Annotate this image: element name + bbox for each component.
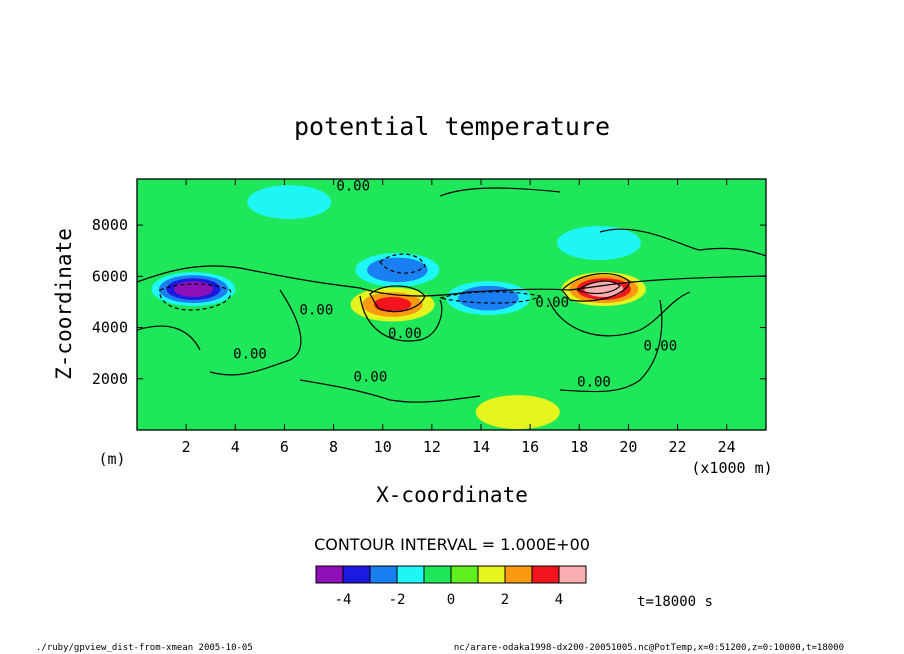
zero-contour <box>599 228 766 257</box>
footer-right: nc/arare-odaka1998-dx200-20051005.nc@Pot… <box>454 643 844 653</box>
colorbar-swatch <box>396 565 425 584</box>
x-tick-label: 12 <box>423 438 441 456</box>
contour-labels: 0.00 0.00 0.00 0.00 0.00 0.00 0.00 0.00 <box>233 179 677 391</box>
x-tick-label: 2 <box>182 438 191 456</box>
colorbar-tick-label: 0 <box>447 592 455 608</box>
colorbar-swatch <box>369 565 398 584</box>
zero-contour <box>137 265 766 297</box>
x-tick-label: 16 <box>521 438 539 456</box>
contour-label: 0.00 <box>354 369 388 385</box>
colorbar: -4 -2 0 2 4 <box>315 565 587 608</box>
colorbar-tick-label: -2 <box>389 592 406 608</box>
colorbar-swatch <box>504 565 533 584</box>
contour-label: 0.00 <box>233 346 267 362</box>
contour-fill-region <box>573 232 625 254</box>
contour-interval-text: CONTOUR INTERVAL = 1.000E+00 <box>314 535 590 554</box>
contour-fills <box>151 185 646 430</box>
zero-contour <box>209 289 302 376</box>
zero-contour <box>137 325 201 351</box>
negative-contour <box>379 253 426 274</box>
contour-fill-region <box>378 262 417 278</box>
positive-contour <box>369 285 426 313</box>
colorbar-swatch <box>342 565 371 584</box>
zero-contour <box>299 379 481 403</box>
x-tick-label: 22 <box>669 438 687 456</box>
y-unit-label: (m) <box>98 450 125 468</box>
contour-fill-region <box>373 296 412 313</box>
contour-label: 0.00 <box>643 339 677 355</box>
contour-label: 0.00 <box>300 303 334 319</box>
contour-fill-region <box>492 401 544 423</box>
y-axis: 2000 4000 6000 8000 <box>92 216 766 388</box>
x-axis-label: X-coordinate <box>376 483 528 507</box>
zero-contour <box>359 295 443 342</box>
colorbar-swatch <box>315 565 344 584</box>
contour-fill-region <box>263 191 316 213</box>
x-tick-label: 8 <box>329 438 338 456</box>
x-tick-label: 10 <box>374 438 392 456</box>
footer-left: ./ruby/gpview_dist-from-xmean 2005-10-05 <box>36 643 253 653</box>
y-tick-label: 4000 <box>92 319 128 337</box>
plot-area: 0.00 0.00 0.00 0.00 0.00 0.00 0.00 0.00 <box>137 179 766 430</box>
x-tick-label: 24 <box>718 438 736 456</box>
contour-lines <box>137 187 766 403</box>
colorbar-swatch <box>423 565 452 584</box>
x-tick-label: 20 <box>619 438 637 456</box>
colorbar-swatch <box>450 565 479 584</box>
zero-contour <box>439 187 561 197</box>
y-axis-label: Z-coordinate <box>52 228 76 380</box>
colorbar-swatch <box>531 565 560 584</box>
colorbar-tick-label: 4 <box>555 592 563 608</box>
x-tick-label: 14 <box>472 438 490 456</box>
x-unit-label: (x1000 m) <box>691 459 772 477</box>
contour-label: 0.00 <box>388 326 422 342</box>
colorbar-swatch <box>558 565 587 584</box>
time-label: t=18000 s <box>637 594 713 610</box>
contour-label: 0.00 <box>535 295 569 311</box>
x-tick-label: 4 <box>231 438 240 456</box>
contour-label: 0.00 <box>336 179 370 195</box>
zero-contour <box>559 299 663 393</box>
negative-contour <box>159 283 232 311</box>
contour-label: 0.00 <box>577 375 611 391</box>
colorbar-swatch <box>477 565 506 584</box>
positive-contour <box>576 280 621 295</box>
x-axis: 2 4 6 8 10 12 14 16 18 20 22 24 <box>182 179 736 456</box>
contour-fill-region <box>469 290 508 306</box>
chart-title: potential temperature <box>294 112 610 141</box>
negative-contour <box>439 291 542 304</box>
positive-contour <box>561 272 631 302</box>
x-tick-label: 6 <box>280 438 289 456</box>
colorbar-tick-label: -4 <box>335 592 352 608</box>
zero-contour <box>547 291 691 337</box>
contour-fill-region <box>181 284 206 294</box>
plot-frame <box>136 178 767 431</box>
x-tick-label: 18 <box>570 438 588 456</box>
y-tick-label: 6000 <box>92 267 128 285</box>
colorbar-tick-label: 2 <box>501 592 509 608</box>
y-tick-label: 2000 <box>92 370 128 388</box>
y-tick-label: 8000 <box>92 216 128 234</box>
